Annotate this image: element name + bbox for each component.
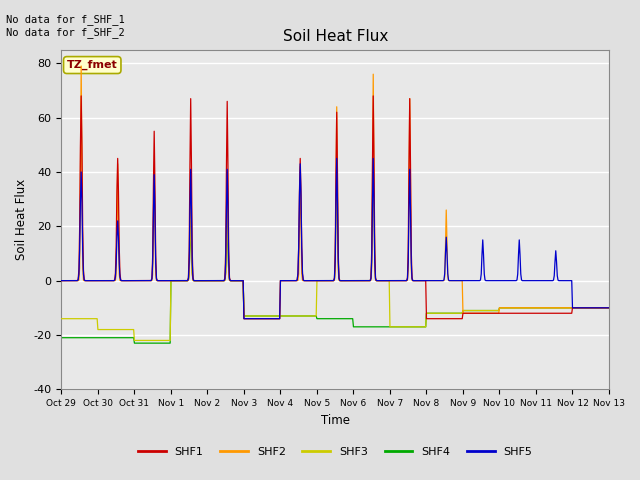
SHF5	[240, 316, 248, 322]
X-axis label: Time: Time	[321, 414, 349, 427]
SHF1	[240, 316, 248, 322]
SHF5	[605, 305, 613, 311]
SHF3	[328, 278, 335, 284]
SHF5	[557, 278, 564, 284]
SHF5	[333, 156, 340, 161]
SHF5	[436, 278, 444, 284]
SHF2	[179, 278, 186, 284]
Title: Soil Heat Flux: Soil Heat Flux	[282, 29, 388, 44]
Line: SHF5: SHF5	[61, 158, 609, 319]
SHF1	[381, 278, 389, 284]
SHF3	[369, 169, 377, 175]
SHF1	[436, 316, 444, 322]
SHF5	[58, 278, 65, 284]
SHF5	[328, 278, 335, 284]
SHF2	[557, 305, 564, 311]
SHF4	[187, 226, 195, 232]
SHF3	[381, 278, 389, 284]
SHF4	[179, 278, 186, 284]
SHF1	[605, 305, 613, 311]
Text: No data for f_SHF_1
No data for f_SHF_2: No data for f_SHF_1 No data for f_SHF_2	[6, 14, 125, 38]
SHF2	[240, 316, 248, 322]
SHF5	[178, 278, 186, 284]
SHF5	[381, 278, 389, 284]
Line: SHF2: SHF2	[61, 66, 609, 319]
SHF2	[381, 278, 389, 284]
SHF1	[58, 278, 65, 284]
Line: SHF3: SHF3	[61, 172, 609, 340]
SHF3	[605, 305, 613, 311]
SHF3	[179, 278, 186, 284]
Legend: SHF1, SHF2, SHF3, SHF4, SHF5: SHF1, SHF2, SHF3, SHF4, SHF5	[134, 443, 537, 461]
SHF4	[131, 340, 138, 346]
SHF2	[202, 278, 210, 284]
SHF4	[328, 316, 336, 322]
Line: SHF4: SHF4	[61, 229, 609, 343]
SHF4	[557, 305, 564, 311]
SHF2	[77, 63, 85, 69]
SHF3	[436, 311, 444, 316]
SHF2	[328, 278, 336, 284]
SHF1	[202, 278, 210, 284]
Text: TZ_fmet: TZ_fmet	[67, 60, 118, 70]
SHF4	[58, 335, 65, 341]
SHF1	[557, 311, 564, 316]
SHF4	[436, 311, 444, 316]
Y-axis label: Soil Heat Flux: Soil Heat Flux	[15, 179, 28, 260]
SHF2	[58, 278, 65, 284]
SHF1	[77, 93, 85, 99]
SHF4	[605, 305, 613, 311]
SHF3	[58, 316, 65, 322]
SHF4	[381, 324, 389, 330]
SHF2	[436, 278, 444, 284]
Line: SHF1: SHF1	[61, 96, 609, 319]
SHF2	[605, 305, 613, 311]
SHF3	[131, 337, 138, 343]
SHF3	[202, 278, 210, 284]
SHF3	[557, 305, 564, 311]
SHF5	[202, 278, 209, 284]
SHF1	[328, 278, 336, 284]
SHF1	[179, 278, 186, 284]
SHF4	[203, 278, 211, 284]
